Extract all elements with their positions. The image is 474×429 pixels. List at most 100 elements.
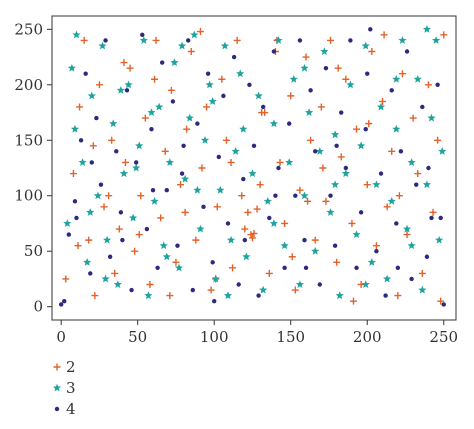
data-point: [157, 214, 165, 222]
data-point: [348, 219, 356, 227]
data-point: [200, 135, 210, 144]
data-point: [242, 252, 251, 261]
data-point: [89, 160, 94, 165]
data-point: [438, 147, 447, 155]
data-point: [78, 138, 84, 143]
y-tick-label: 100: [14, 187, 43, 205]
data-point: [334, 143, 339, 149]
data-point: [300, 63, 309, 72]
data-point: [98, 41, 107, 50]
data-point: [273, 193, 278, 198]
data-point: [333, 258, 341, 266]
data-point: [313, 149, 318, 154]
data-point: [435, 82, 440, 87]
data-point: [341, 169, 350, 178]
data-point: [109, 119, 118, 128]
plot-frame: [51, 15, 457, 321]
data-point: [95, 81, 103, 89]
data-point: [358, 210, 364, 215]
data-point: [135, 141, 144, 150]
data-point: [427, 113, 436, 122]
data-point: [118, 210, 124, 215]
data-point: [398, 70, 406, 78]
data-point: [328, 193, 333, 198]
data-point: [380, 31, 388, 39]
data-point: [139, 36, 148, 44]
data-point: [308, 88, 313, 93]
data-point: [213, 203, 221, 211]
data-point: [276, 165, 281, 171]
data-point: [105, 192, 113, 200]
data-point: [103, 235, 112, 244]
data-point: [376, 102, 386, 111]
data-point: [248, 234, 256, 242]
data-point: [196, 224, 205, 233]
data-point: [258, 109, 266, 117]
data-point: [229, 264, 237, 272]
data-point: [146, 280, 154, 288]
data-point: [181, 174, 190, 183]
data-point: [307, 136, 315, 144]
data-point: [304, 197, 312, 205]
data-point: [435, 235, 444, 244]
legend-marker-3: [52, 383, 62, 392]
data-point: [414, 170, 422, 178]
data-point: [185, 38, 191, 43]
data-point: [323, 65, 329, 71]
data-point: [159, 60, 165, 65]
data-point: [161, 147, 169, 155]
data-point: [315, 147, 324, 155]
data-point: [287, 92, 295, 100]
data-point: [63, 219, 72, 227]
data-point: [409, 276, 414, 282]
data-point: [349, 297, 357, 305]
data-point: [388, 147, 396, 155]
data-point: [133, 160, 139, 165]
data-point: [212, 298, 217, 304]
data-point: [93, 191, 102, 200]
x-tick-label: 100: [200, 328, 229, 346]
data-point: [216, 154, 222, 160]
data-point: [291, 286, 299, 294]
legend: 2 3 4: [52, 358, 76, 418]
data-point: [286, 121, 292, 126]
data-point: [149, 126, 154, 132]
data-point: [177, 41, 187, 50]
data-point: [170, 99, 176, 104]
data-point: [85, 236, 93, 244]
data-point: [256, 293, 261, 298]
data-point: [418, 285, 427, 294]
data-point: [98, 182, 104, 187]
x-tick-label: 50: [128, 328, 147, 346]
data-point: [181, 143, 186, 149]
data-point: [195, 121, 200, 126]
data-point: [394, 292, 402, 300]
data-point: [241, 225, 249, 233]
data-point: [383, 274, 392, 283]
data-point: [300, 191, 309, 200]
data-point: [403, 231, 411, 239]
data-point: [367, 258, 376, 266]
data-point: [280, 241, 289, 250]
series-2: [62, 28, 448, 305]
data-point: [193, 185, 202, 194]
data-point: [192, 236, 200, 244]
data-point: [226, 235, 236, 244]
data-point: [317, 103, 325, 111]
data-point: [223, 291, 233, 300]
data-point: [66, 232, 72, 237]
data-point: [207, 286, 215, 294]
data-point: [241, 176, 246, 182]
data-point: [100, 203, 108, 211]
data-point: [414, 182, 419, 187]
data-point: [220, 41, 230, 50]
data-point: [296, 186, 304, 194]
data-point: [263, 196, 272, 205]
x-tick-label: 150: [276, 328, 305, 346]
data-point: [254, 91, 263, 100]
data-point: [62, 275, 70, 283]
data-point: [164, 187, 169, 193]
data-point: [144, 291, 153, 300]
data-point: [335, 291, 344, 300]
data-point: [378, 171, 384, 176]
